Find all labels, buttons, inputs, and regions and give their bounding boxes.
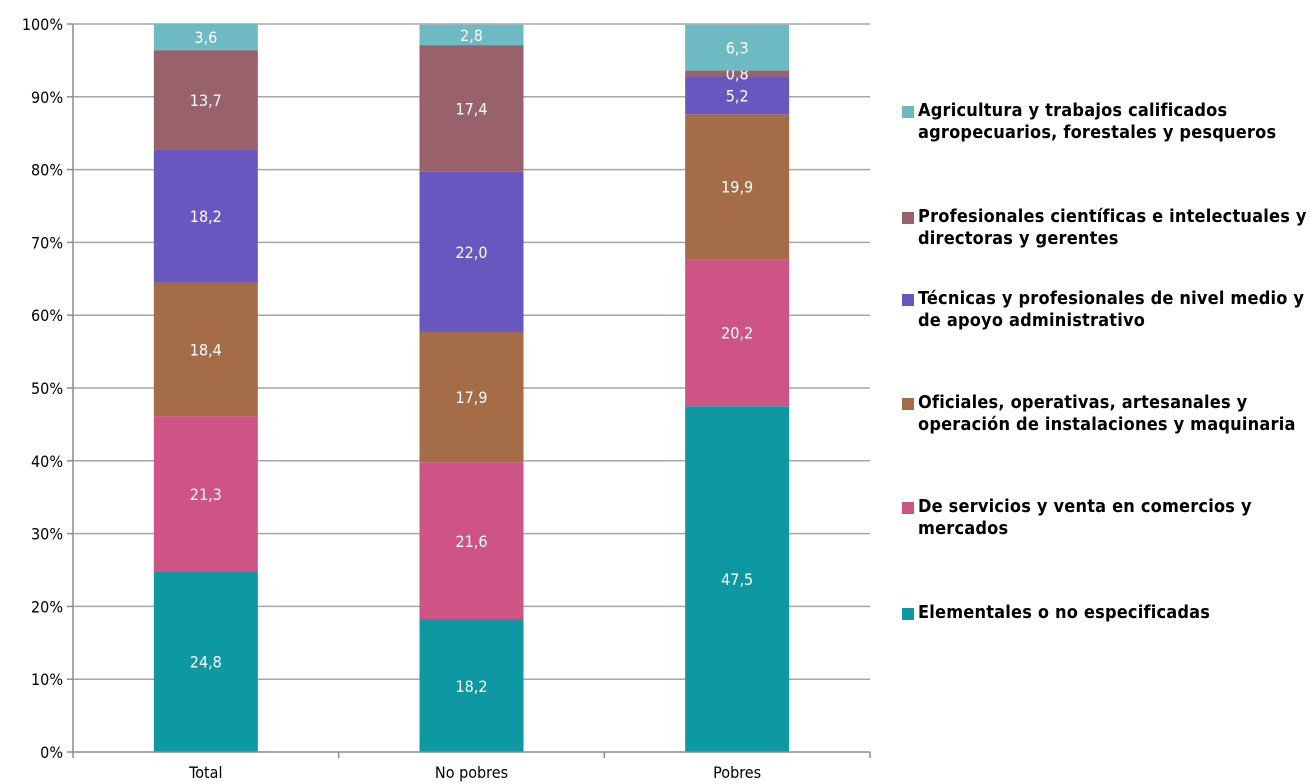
- legend-swatch: [902, 608, 914, 620]
- bar-segment: [153, 149, 258, 283]
- legend-swatch: [902, 106, 914, 118]
- bar-segment: [685, 70, 790, 77]
- data-label: 17,9: [455, 388, 487, 407]
- stacked-bar-chart: 24,8 21,3 18,4 18,2 13,7 3,6 18,2 21,6 17,9 22,0 1…: [22, 15, 871, 782]
- bar-segment: [685, 259, 790, 407]
- x-tick-label: Pobres: [713, 763, 761, 782]
- y-tick-label: 50%: [31, 379, 63, 398]
- data-label: 2,8: [460, 26, 483, 45]
- legend-label: Técnicas y profesionales de nivel medio …: [918, 288, 1305, 331]
- bar-segment: [419, 619, 524, 752]
- data-label: 13,7: [190, 91, 222, 110]
- data-label: 21,6: [455, 532, 487, 551]
- data-label: 47,5: [721, 570, 753, 589]
- legend-label: Agricultura y trabajos calificados agrop…: [918, 100, 1277, 143]
- data-label: 24,8: [190, 653, 222, 672]
- bars: 24,8 21,3 18,4 18,2 13,7 3,6 18,2 21,6 17,9 22,0 1…: [153, 24, 790, 752]
- y-tick-label: 80%: [31, 161, 63, 180]
- legend-swatch: [902, 502, 914, 514]
- data-label: 5,2: [726, 86, 749, 105]
- legend-label: Oficiales, operativas, artesanales y ope…: [918, 392, 1296, 435]
- x-tick-label: Total: [188, 763, 222, 782]
- data-label: 18,2: [190, 207, 222, 226]
- bar-segment: [685, 24, 790, 71]
- y-tick-label: 0%: [40, 743, 63, 762]
- axes: 0% 10% 20% 30% 40% 50% 60% 70% 80% 90% 100% Total No…: [22, 15, 871, 782]
- y-tick-label: 30%: [31, 525, 63, 544]
- bar-segment: [685, 406, 790, 752]
- data-label: 19,9: [721, 178, 753, 197]
- y-tick-label: 100%: [22, 15, 63, 34]
- bar-segment: [153, 24, 258, 51]
- legend-item: Agricultura y trabajos calificados agrop…: [902, 100, 1307, 144]
- y-tick-label: 90%: [31, 88, 63, 107]
- x-tick-label: No pobres: [435, 763, 508, 782]
- bar-segment: [419, 24, 524, 46]
- legend-label: Profesionales científicas e intelectuale…: [918, 206, 1307, 249]
- y-tick-label: 70%: [31, 233, 63, 252]
- y-tick-label: 40%: [31, 452, 63, 471]
- bar-segment: [419, 171, 524, 332]
- data-label: 18,2: [455, 677, 487, 696]
- bar-segment: [153, 50, 258, 150]
- data-label: 18,4: [190, 340, 222, 359]
- data-label: 6,3: [726, 39, 749, 58]
- y-tick-label: 60%: [31, 306, 63, 325]
- data-label: 22,0: [455, 243, 487, 262]
- bar-segment: [419, 45, 524, 172]
- legend-item: De servicios y venta en comercios y merc…: [902, 496, 1307, 540]
- legend-label: Elementales o no especificadas: [918, 602, 1211, 623]
- legend-label: De servicios y venta en comercios y merc…: [918, 496, 1252, 539]
- legend-swatch: [902, 398, 914, 410]
- legend-swatch: [902, 294, 914, 306]
- data-label: 17,4: [455, 99, 487, 118]
- legend-item: Profesionales científicas e intelectuale…: [902, 206, 1307, 250]
- bar-segment: [153, 416, 258, 572]
- data-label: 3,6: [194, 28, 217, 47]
- bar-segment: [419, 331, 524, 463]
- bar-segment: [153, 571, 258, 752]
- legend-item: Elementales o no especificadas: [902, 602, 1307, 624]
- legend-swatch: [902, 212, 914, 224]
- y-tick-label: 20%: [31, 597, 63, 616]
- data-label: 21,3: [190, 485, 222, 504]
- y-tick-label: 10%: [31, 670, 63, 689]
- data-label: 20,2: [721, 324, 753, 343]
- bar-segment: [685, 76, 790, 115]
- bar-segment: [685, 114, 790, 260]
- legend-item: Oficiales, operativas, artesanales y ope…: [902, 392, 1307, 436]
- bar-segment: [153, 282, 258, 417]
- legend-item: Técnicas y profesionales de nivel medio …: [902, 288, 1307, 332]
- bar-segment: [419, 462, 524, 620]
